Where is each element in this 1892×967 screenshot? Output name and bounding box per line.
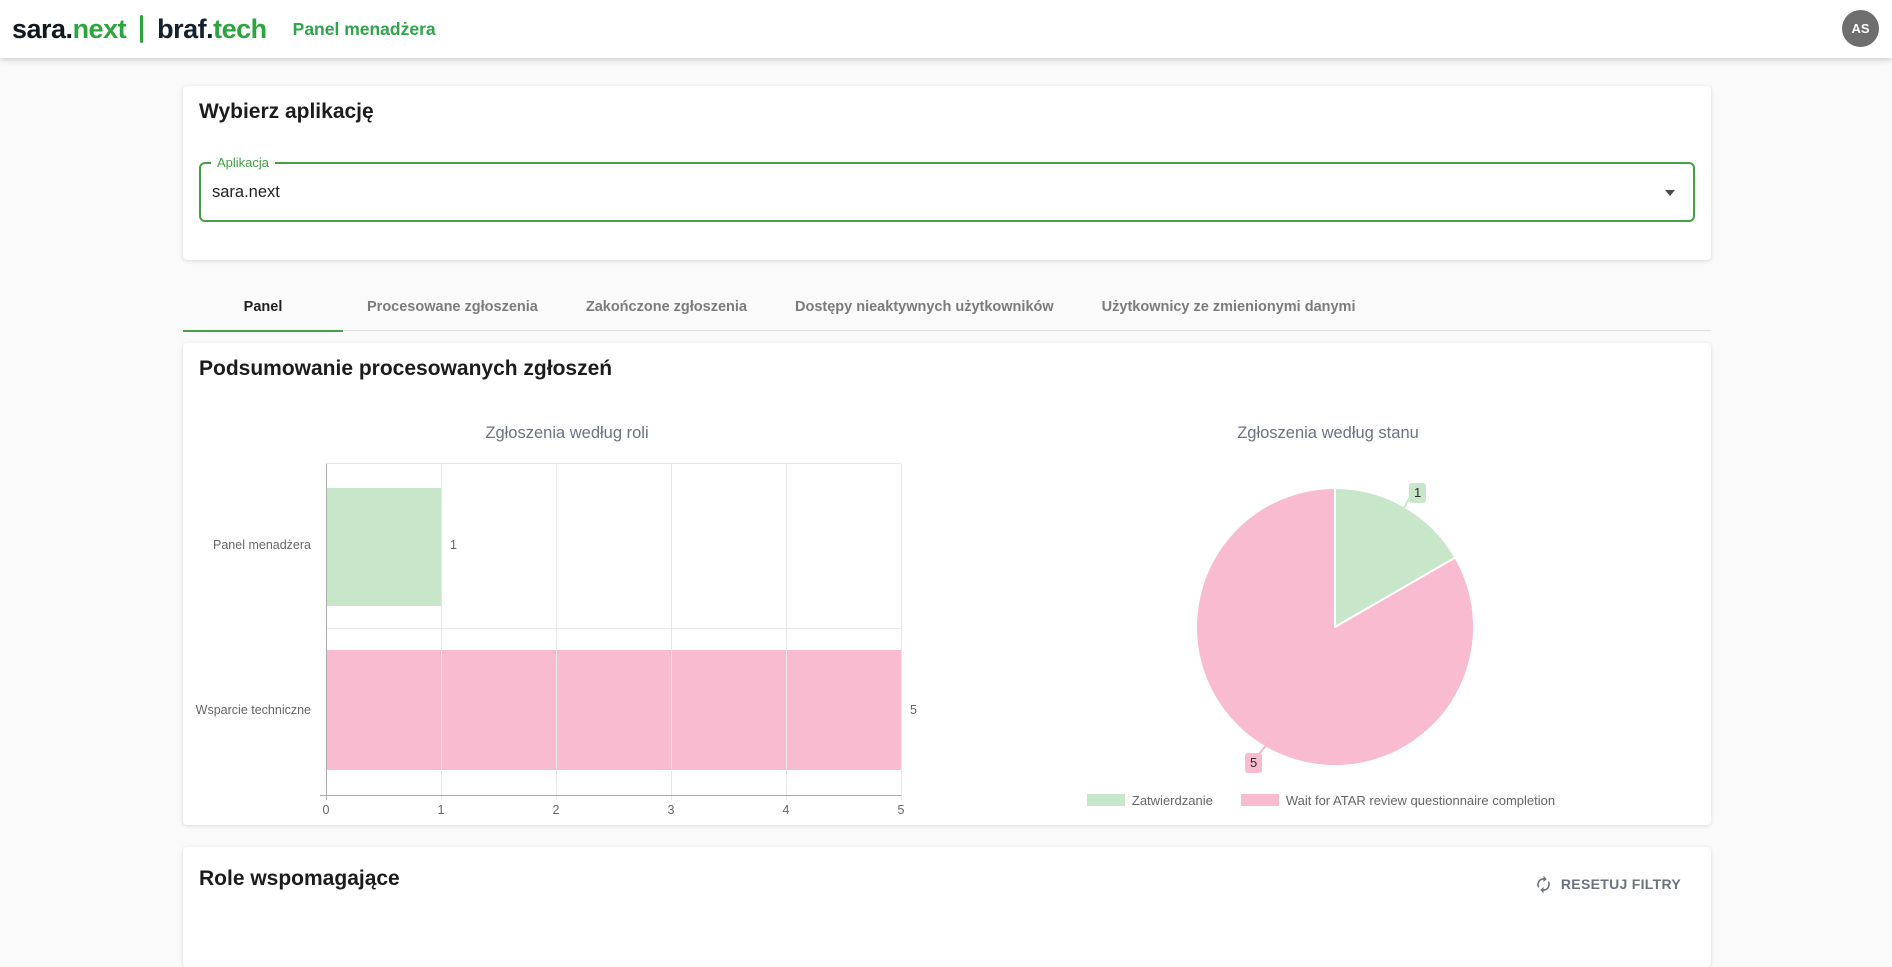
application-select-label: Aplikacja	[211, 155, 276, 170]
logo-tech-text: tech	[213, 13, 267, 44]
sara-next-logo: sara. next braf. tech	[12, 14, 267, 45]
bar-chart-x-tick-label: 4	[782, 803, 790, 817]
bar-wsparcie-techniczne	[327, 650, 901, 770]
supporting-roles-card: Role wspomagające RESETUJ FILTRY	[183, 847, 1711, 967]
legend-label: Zatwierdzanie	[1131, 792, 1213, 808]
pie-data-label-badge: 1	[1409, 483, 1427, 503]
bar-chart-gridline	[786, 464, 787, 800]
app-header: sara. next braf. tech Panel menadżera AS	[0, 0, 1892, 58]
tab-panel[interactable]: Panel	[183, 283, 343, 332]
bar-chart-gridline	[556, 464, 557, 800]
refresh-icon	[1537, 875, 1550, 893]
pie-label-leader-line	[1258, 741, 1270, 755]
bar-chart-gridline	[441, 464, 442, 800]
manager-panel-tabs: Panel Procesowane zgłoszenia Zakończone …	[183, 283, 1711, 332]
reset-filters-label: RESETUJ FILTRY	[1560, 876, 1681, 892]
tab-users-with-changed-data[interactable]: Użytkownicy ze zmienionymi danymi	[1101, 299, 1356, 315]
logo-separator	[140, 15, 144, 43]
summary-card-title: Podsumowanie procesowanych zgłoszeń	[199, 357, 613, 380]
bar-chart-x-tick-label: 3	[667, 803, 675, 817]
pie-data-label-badge: 5	[1245, 753, 1263, 773]
reset-filters-button[interactable]: RESETUJ FILTRY	[1534, 871, 1681, 897]
bar-chart-plot-area	[326, 463, 902, 800]
tab-inactive-users-access[interactable]: Dostępy nieaktywnych użytkowników	[795, 299, 1054, 315]
page-title: Panel menadżera	[292, 18, 436, 39]
logo-braf-text: braf.	[157, 13, 214, 44]
select-application-title: Wybierz aplikację	[199, 100, 374, 123]
application-select[interactable]: Aplikacja sara.next	[199, 155, 1695, 222]
bar-value-label: 5	[910, 703, 917, 717]
tab-completed-requests[interactable]: Zakończone zgłoszenia	[585, 299, 747, 315]
bar-chart-x-tick-label: 1	[437, 803, 445, 817]
legend-swatch-pink	[1240, 794, 1279, 806]
application-select-value: sara.next	[212, 183, 280, 201]
logo-next-text: next	[72, 13, 127, 44]
logo-sara-text: sara.	[12, 13, 73, 44]
legend-item-wait-atar[interactable]: Wait for ATAR review questionnaire compl…	[1240, 792, 1556, 808]
legend-swatch-green	[1086, 794, 1125, 806]
bar-chart-gridline	[671, 464, 672, 800]
bar-chart-title: Zgłoszenia według roli	[485, 424, 649, 442]
bar-chart-gridline	[901, 464, 902, 800]
bar-chart-band-divider	[326, 628, 901, 629]
pie-chart-title: Zgłoszenia według stanu	[1237, 424, 1419, 442]
user-avatar[interactable]: AS	[1842, 10, 1879, 47]
pie-chart	[1195, 487, 1475, 767]
legend-item-zatwierdzanie[interactable]: Zatwierdzanie	[1086, 792, 1213, 808]
tab-processed-requests[interactable]: Procesowane zgłoszenia	[367, 299, 538, 315]
supporting-roles-title: Role wspomagające	[199, 867, 400, 890]
bar-value-label: 1	[450, 538, 457, 552]
pie-chart-legend: Zatwierdzanie Wait for ATAR review quest…	[947, 791, 1695, 809]
processed-requests-summary-card: Podsumowanie procesowanych zgłoszeń Zgło…	[183, 343, 1711, 825]
bar-chart-gridline	[326, 464, 327, 800]
chevron-down-icon	[1665, 190, 1675, 196]
bar-chart-x-axis	[320, 795, 901, 796]
select-application-card: Wybierz aplikację Aplikacja sara.next	[183, 86, 1711, 260]
bar-chart-x-tick-label: 2	[552, 803, 560, 817]
bar-panel-menadzera	[327, 488, 441, 606]
legend-label: Wait for ATAR review questionnaire compl…	[1285, 792, 1556, 808]
bar-chart-x-tick-label: 5	[897, 803, 905, 817]
bar-chart-category-label: Wsparcie techniczne	[195, 703, 311, 717]
bar-chart-x-tick-label: 0	[322, 803, 330, 817]
bar-chart-category-label: Panel menadżera	[213, 538, 311, 552]
